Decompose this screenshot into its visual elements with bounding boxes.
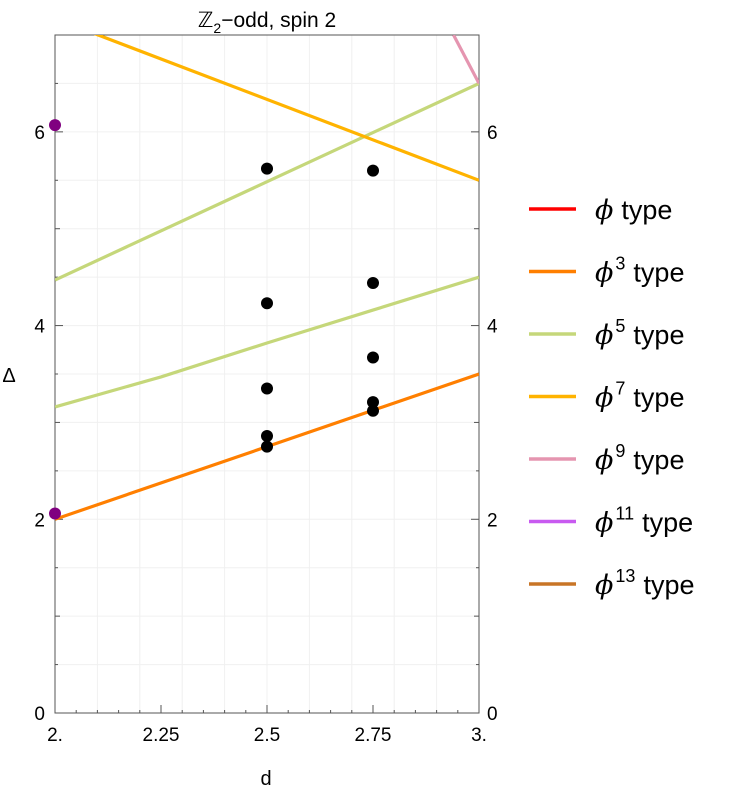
legend-label: ϕ 7 type xyxy=(595,379,684,414)
x-tick-label: 2.25 xyxy=(143,725,180,746)
data-point xyxy=(261,429,273,442)
series-line xyxy=(55,81,479,282)
legend-label: ϕ type xyxy=(595,195,672,226)
data-point xyxy=(261,382,273,395)
ticks: 0 0 2 2 4 4 6 6 2. 2.25 2.5 2.75 3. xyxy=(34,34,498,746)
y-tick-label-right: 0 xyxy=(487,704,498,725)
legend-item: ϕ 5 type xyxy=(529,316,684,351)
legend-label: ϕ 5 type xyxy=(595,316,684,351)
legend-label: ϕ 9 type xyxy=(595,441,684,476)
data-point xyxy=(367,276,379,289)
legend-item: ϕ 11 type xyxy=(529,504,693,539)
legend: ϕ type ϕ 3 type ϕ 5 type ϕ 7 type ϕ 9 type ϕ 11 type ϕ 13 t… xyxy=(529,195,694,601)
data-point xyxy=(49,119,61,132)
x-tick-label: 2. xyxy=(47,725,63,746)
data-point xyxy=(261,440,273,453)
series-line xyxy=(93,35,479,182)
series-line xyxy=(55,275,479,409)
legend-label: ϕ 13 type xyxy=(595,566,694,601)
points xyxy=(49,119,379,520)
legend-item: ϕ type xyxy=(529,195,672,226)
legend-item: ϕ 7 type xyxy=(529,379,684,414)
y-tick-label-left: 2 xyxy=(34,510,45,531)
data-point xyxy=(367,164,379,177)
chart-title: ℤ2−odd, spin 2 xyxy=(198,8,336,36)
legend-item: ϕ 9 type xyxy=(529,441,684,476)
data-point xyxy=(367,396,379,409)
y-axis-label: Δ xyxy=(2,365,15,387)
series-line xyxy=(452,35,479,85)
x-tick-label: 2.75 xyxy=(355,725,392,746)
legend-item: ϕ 3 type xyxy=(529,254,684,289)
y-tick-label-left: 0 xyxy=(34,704,45,725)
y-tick-label-right: 6 xyxy=(487,123,498,144)
legend-label: ϕ 11 type xyxy=(595,504,693,539)
y-tick-label-left: 6 xyxy=(34,123,45,144)
data-point xyxy=(49,507,61,520)
x-tick-label: 3. xyxy=(471,725,487,746)
data-point xyxy=(367,351,379,364)
legend-label: ϕ 3 type xyxy=(595,254,684,289)
data-point xyxy=(261,162,273,175)
x-axis-label: d xyxy=(260,768,271,790)
y-tick-label-right: 2 xyxy=(487,510,498,531)
data-point xyxy=(261,297,273,310)
y-tick-label-left: 4 xyxy=(34,317,45,338)
x-tick-label: 2.5 xyxy=(254,725,280,746)
grid xyxy=(55,35,479,713)
y-tick-label-right: 4 xyxy=(487,317,498,338)
data-point xyxy=(367,404,379,417)
legend-item: ϕ 13 type xyxy=(529,566,694,601)
